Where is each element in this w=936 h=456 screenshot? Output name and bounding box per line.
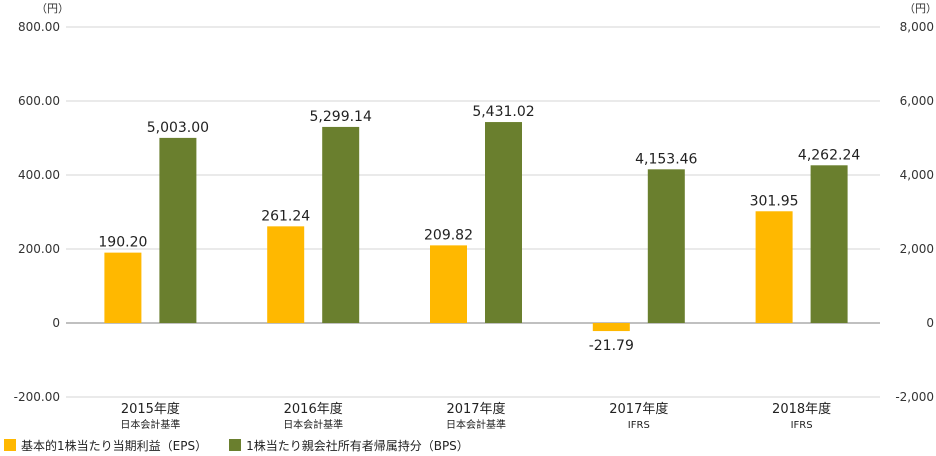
data-label-eps: 209.82 [424,227,473,243]
category-label: 2017年度 [609,401,668,417]
legend-swatch-bps [229,439,242,451]
bar-eps [430,245,467,323]
right-axis-tick-label: 4,000 [900,168,934,182]
legend-swatch-eps [4,439,16,451]
right-axis-unit: （円） [904,2,936,15]
legend-label-bps: 1株当たり親会社所有者帰属持分（BPS） [246,438,469,453]
left-axis-tick-label: 0 [52,316,60,330]
left-axis-tick-label: 200.00 [18,242,60,256]
data-label-eps: 301.95 [750,193,799,209]
left-axis-tick-label: 400.00 [18,168,60,182]
category-sublabel: IFRS [791,420,813,431]
bar-bps [647,169,685,323]
category-sublabel: 日本会計基準 [446,418,506,431]
left-axis-tick-label: 600.00 [18,94,60,108]
right-axis-tick-label: -2,000 [895,390,934,404]
data-label-bps: 4,153.46 [635,151,697,167]
data-label-bps: 4,262.24 [798,147,860,163]
bar-eps [267,226,305,323]
category-label: 2016年度 [284,401,343,417]
bar-bps [485,122,522,323]
data-label-bps: 5,431.02 [472,104,534,120]
data-label-bps: 5,003.00 [147,120,209,136]
legend: 基本的1株当たり当期利益（EPS） 1株当たり親会社所有者帰属持分（BPS） [4,436,491,454]
category-sublabel: 日本会計基準 [120,418,180,431]
data-label-eps: 190.20 [98,235,147,251]
category-sublabel: 日本会計基準 [283,418,343,431]
eps-bps-chart: 800.00 600.00 400.00 200.00 0 -200.00 8,000 6,… [14,2,936,431]
legend-item-eps: 基本的1株当たり当期利益（EPS） [4,437,207,454]
bar-eps [592,323,630,332]
legend-label-eps: 基本的1株当たり当期利益（EPS） [21,438,208,453]
data-label-eps: -21.79 [589,338,634,354]
category-label: 2015年度 [121,401,180,417]
bar-bps [322,126,360,323]
category-label: 2017年度 [446,401,505,417]
right-axis-tick-label: 0 [926,316,934,330]
bar-eps [755,211,793,323]
left-axis-tick-label: 800.00 [18,20,60,34]
data-label-eps: 261.24 [261,208,310,224]
right-axis-tick-label: 8,000 [900,20,934,34]
right-axis-tick-label: 2,000 [900,242,934,256]
bar-bps [810,165,848,323]
legend-item-bps: 1株当たり親会社所有者帰属持分（BPS） [229,437,469,454]
right-axis-tick-label: 6,000 [900,94,934,108]
category-sublabel: IFRS [628,420,650,431]
bar-eps [104,252,142,323]
left-axis-unit: （円） [36,2,69,15]
left-axis-tick-label: -200.00 [14,390,60,404]
bar-bps [159,137,197,323]
category-label: 2018年度 [772,401,831,417]
data-label-bps: 5,299.14 [310,109,372,125]
